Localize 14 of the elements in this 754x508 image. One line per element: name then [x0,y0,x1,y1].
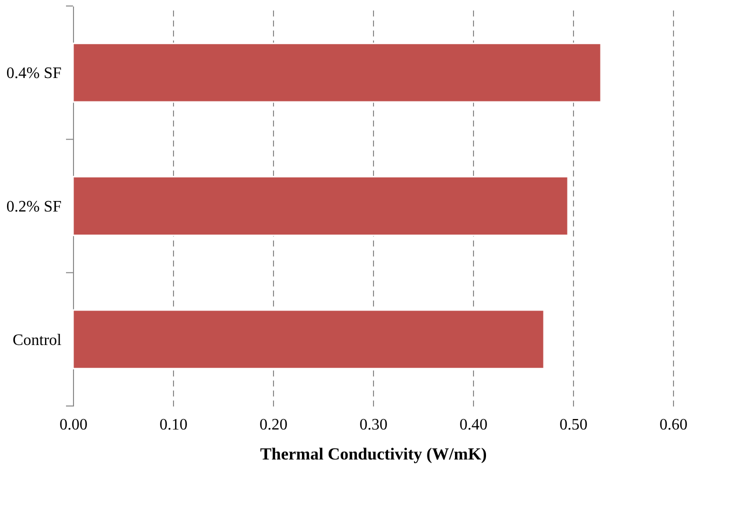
x-tick-label: 0.00 [60,416,88,434]
y-tick-label: 0.4% SF [6,65,62,82]
y-tick-label: Control [12,332,62,349]
bar [72,309,545,370]
x-tick-label: 0.10 [160,416,188,434]
y-tick-label: 0.2% SF [6,198,62,216]
x-tick-label: 0.50 [560,416,588,434]
x-axis-title: Thermal Conductivity (W/mK) [260,444,487,464]
x-tick-label: 0.40 [460,416,488,434]
bar [72,42,602,103]
x-tick-label: 0.20 [260,416,288,434]
bar [72,176,569,236]
x-tick-label: 0.30 [360,416,388,434]
x-tick-label: 0.60 [660,416,688,434]
